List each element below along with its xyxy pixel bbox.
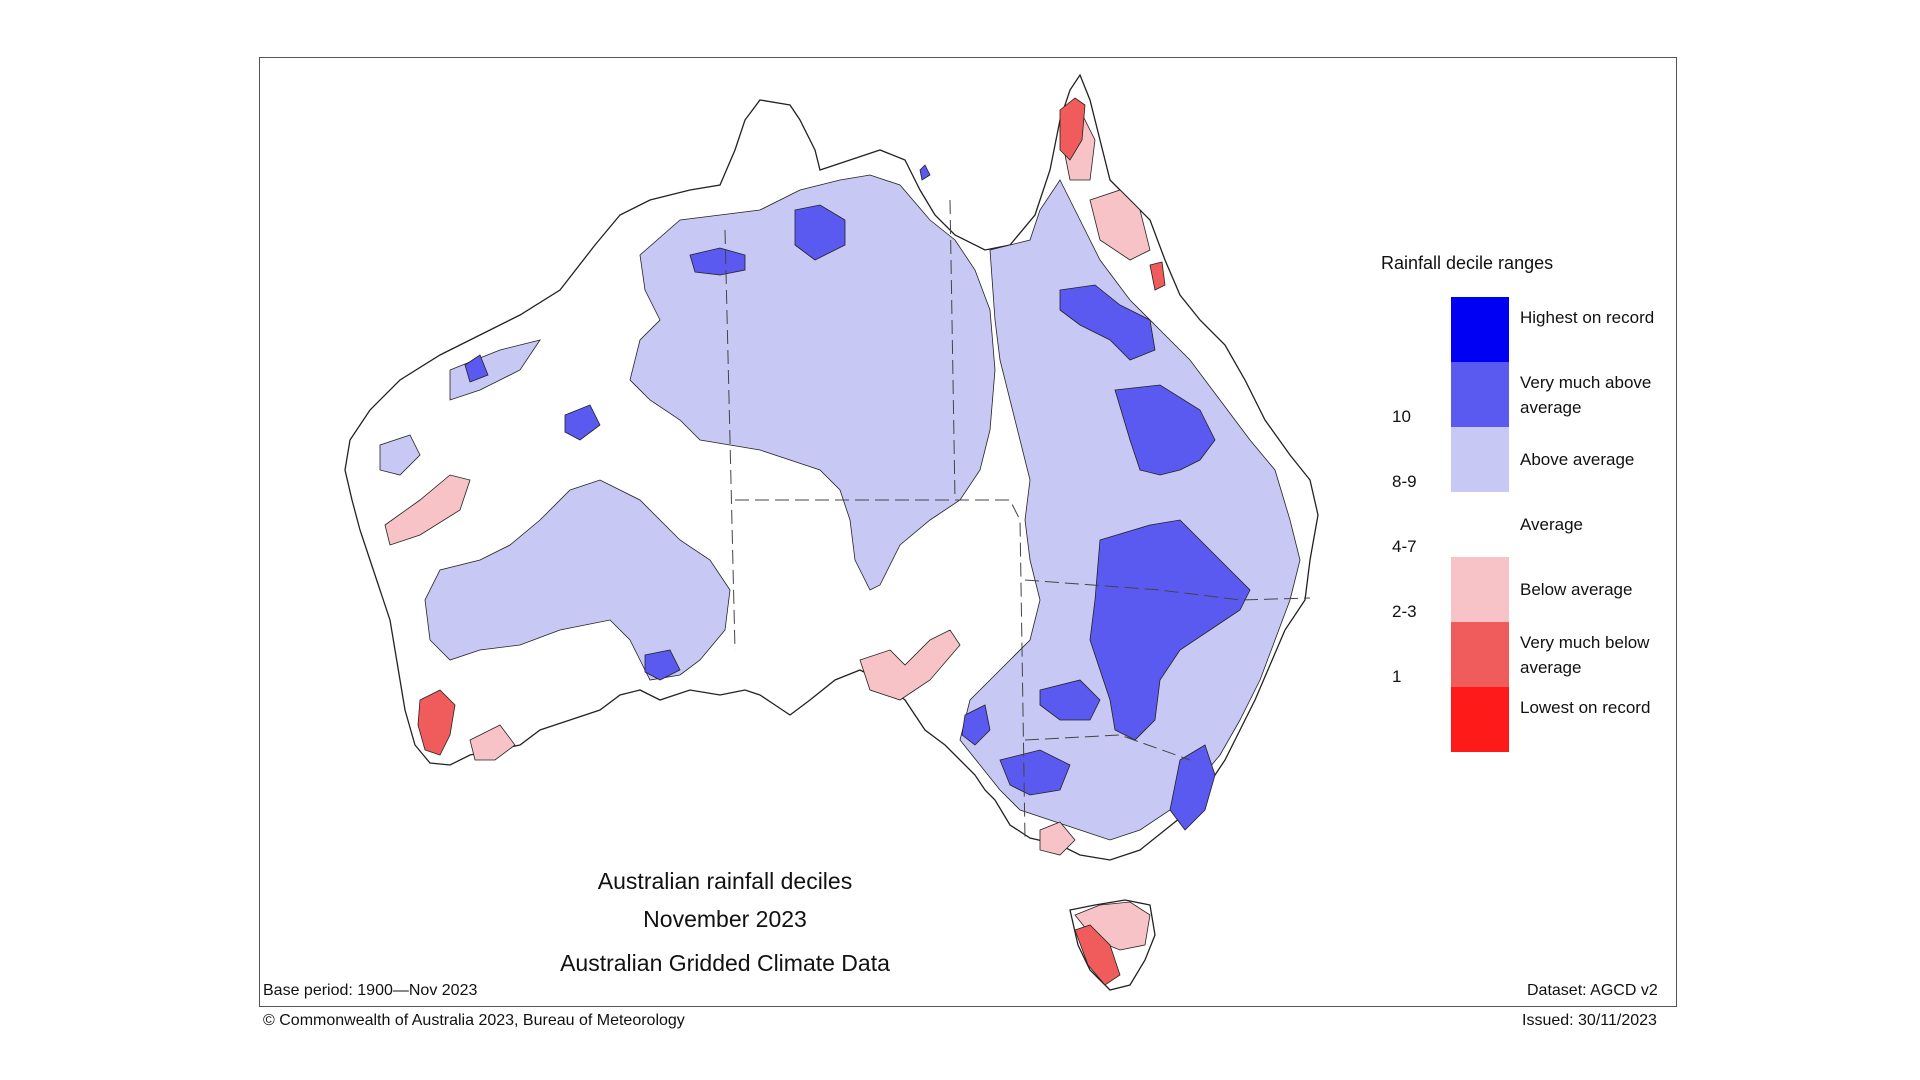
map-period: November 2023 [643, 906, 807, 932]
copyright: © Commonwealth of Australia 2023, Bureau… [263, 1012, 685, 1029]
legend-label: Above average [1520, 450, 1635, 469]
base-period: Base period: 1900—Nov 2023 [263, 982, 478, 999]
above-average-regions [379, 174, 1301, 841]
legend-swatch [1451, 362, 1509, 427]
map-dataset-name: Australian Gridded Climate Data [560, 950, 890, 976]
legend-label: Lowest on record [1520, 698, 1651, 717]
legend-range: 8-9 [1392, 472, 1417, 491]
map-title: Australian rainfall deciles [597, 868, 853, 894]
below-average-regions [384, 109, 1151, 951]
legend-swatch [1451, 687, 1509, 752]
legend-range: 4-7 [1392, 537, 1417, 556]
dataset-label: Dataset: AGCD v2 [1527, 982, 1658, 999]
legend-swatch [1451, 557, 1509, 622]
issued-date: Issued: 30/11/2023 [1522, 1012, 1657, 1029]
very-much-below-average-regions [417, 97, 1166, 986]
legend-swatch [1451, 297, 1509, 362]
legend-label: Below average [1520, 580, 1633, 599]
legend-swatch [1451, 427, 1509, 492]
legend-label: Average [1520, 515, 1584, 534]
legend-label: Very much below average [1520, 633, 1650, 677]
legend-swatch [1451, 622, 1509, 687]
legend-swatch [1451, 492, 1509, 557]
legend-label: Highest on record [1520, 308, 1655, 327]
legend-title: Rainfall decile ranges [1381, 253, 1554, 273]
state-borders [724, 199, 1311, 841]
very-much-above-average-regions [464, 164, 1251, 831]
legend-label: Very much above average [1520, 373, 1652, 417]
legend-range: 2-3 [1392, 602, 1417, 621]
legend-range: 10 [1392, 407, 1411, 426]
legend-range: 1 [1392, 667, 1402, 686]
